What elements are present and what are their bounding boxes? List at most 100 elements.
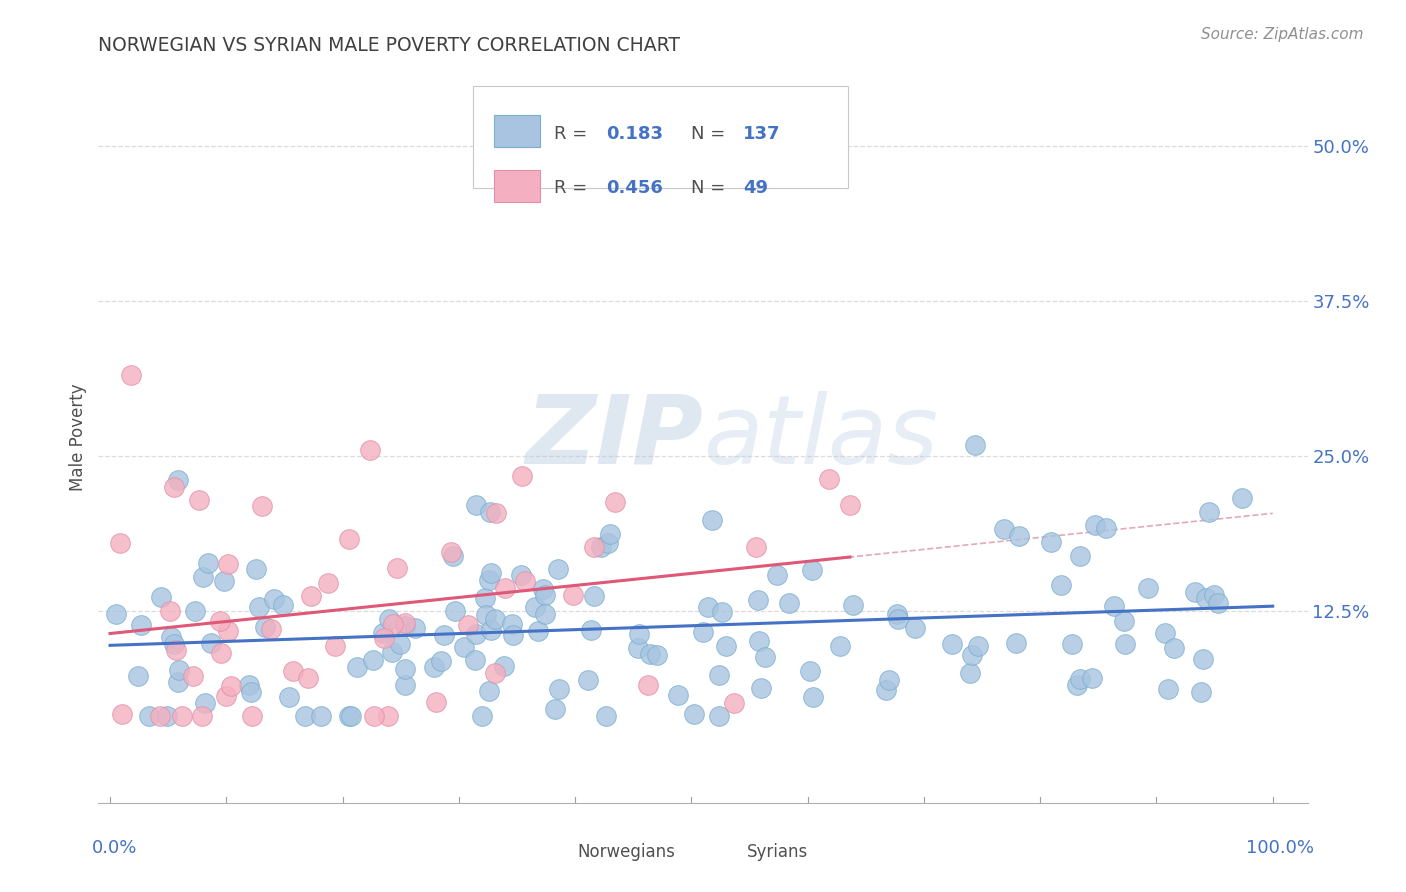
Point bbox=[799, 664, 821, 678]
Point bbox=[184, 604, 207, 618]
Point bbox=[599, 527, 621, 541]
Point bbox=[748, 634, 770, 648]
Point bbox=[281, 665, 304, 679]
Point bbox=[502, 628, 524, 642]
Point bbox=[337, 532, 360, 546]
Point bbox=[149, 590, 172, 604]
Point bbox=[159, 604, 181, 618]
Point bbox=[877, 673, 900, 688]
Point bbox=[1084, 517, 1107, 532]
Point bbox=[1050, 578, 1073, 592]
Point bbox=[526, 624, 548, 638]
Point bbox=[714, 639, 737, 653]
Point bbox=[325, 639, 347, 653]
Point bbox=[543, 702, 565, 716]
Text: N =: N = bbox=[690, 125, 731, 143]
Point bbox=[247, 600, 270, 615]
Point bbox=[359, 443, 381, 458]
Point bbox=[127, 669, 149, 683]
Point bbox=[263, 592, 285, 607]
Point bbox=[965, 438, 987, 452]
Point bbox=[576, 673, 599, 687]
Point bbox=[1080, 672, 1102, 686]
Point bbox=[148, 709, 170, 723]
FancyBboxPatch shape bbox=[494, 115, 540, 147]
Point bbox=[645, 648, 668, 663]
Point bbox=[561, 588, 583, 602]
Text: 137: 137 bbox=[742, 125, 780, 143]
Point bbox=[534, 607, 557, 621]
Point bbox=[217, 624, 239, 638]
FancyBboxPatch shape bbox=[494, 169, 540, 202]
Point bbox=[1194, 591, 1216, 606]
Text: NORWEGIAN VS SYRIAN MALE POVERTY CORRELATION CHART: NORWEGIAN VS SYRIAN MALE POVERTY CORRELA… bbox=[98, 36, 681, 54]
Point bbox=[453, 640, 475, 654]
Point bbox=[582, 589, 605, 603]
Point bbox=[1154, 625, 1177, 640]
Point bbox=[1189, 685, 1212, 699]
Point bbox=[432, 628, 454, 642]
Point bbox=[638, 647, 661, 661]
Point bbox=[129, 618, 152, 632]
Point bbox=[751, 681, 773, 695]
Point bbox=[778, 596, 800, 610]
Point bbox=[598, 536, 620, 550]
Point bbox=[200, 636, 222, 650]
Point bbox=[440, 545, 463, 559]
Point bbox=[444, 604, 467, 618]
Text: Norwegians: Norwegians bbox=[578, 843, 675, 861]
Point bbox=[278, 690, 301, 705]
Point bbox=[886, 607, 908, 621]
Point bbox=[1114, 637, 1136, 651]
Point bbox=[208, 615, 231, 629]
Text: N =: N = bbox=[690, 179, 731, 197]
Point bbox=[1069, 673, 1091, 687]
Text: Syrians: Syrians bbox=[747, 843, 808, 861]
Y-axis label: Male Poverty: Male Poverty bbox=[69, 384, 87, 491]
Point bbox=[163, 480, 186, 494]
Point bbox=[339, 709, 361, 723]
Point bbox=[479, 624, 502, 638]
Point bbox=[501, 617, 523, 632]
Point bbox=[723, 696, 745, 710]
Point bbox=[385, 560, 408, 574]
Point bbox=[111, 706, 134, 721]
Text: 100.0%: 100.0% bbox=[1246, 839, 1313, 857]
Point bbox=[373, 626, 395, 640]
Point bbox=[217, 558, 239, 572]
Point bbox=[1060, 637, 1083, 651]
Point bbox=[167, 663, 190, 677]
Point bbox=[800, 563, 823, 577]
FancyBboxPatch shape bbox=[534, 840, 568, 863]
Point bbox=[959, 665, 981, 680]
Point bbox=[1184, 584, 1206, 599]
Text: R =: R = bbox=[554, 125, 593, 143]
Point bbox=[801, 690, 824, 704]
Point bbox=[240, 684, 263, 698]
Point bbox=[373, 632, 395, 646]
Point bbox=[710, 605, 733, 619]
Point bbox=[941, 637, 963, 651]
Point bbox=[524, 599, 547, 614]
Point bbox=[637, 678, 659, 692]
Point bbox=[219, 680, 242, 694]
Point bbox=[1157, 682, 1180, 697]
Point bbox=[163, 637, 186, 651]
Point bbox=[1163, 640, 1185, 655]
Point bbox=[457, 618, 479, 632]
Point bbox=[346, 660, 368, 674]
Point bbox=[260, 622, 283, 636]
Text: 0.456: 0.456 bbox=[606, 179, 664, 197]
Point bbox=[215, 690, 238, 704]
Point bbox=[166, 473, 188, 487]
Point bbox=[191, 569, 214, 583]
Point bbox=[238, 678, 260, 692]
Point bbox=[464, 627, 486, 641]
Point bbox=[494, 581, 516, 595]
Point bbox=[707, 668, 730, 682]
Text: 0.183: 0.183 bbox=[606, 125, 664, 143]
Point bbox=[166, 674, 188, 689]
Point bbox=[425, 695, 447, 709]
Point bbox=[765, 567, 787, 582]
Point bbox=[512, 469, 534, 483]
